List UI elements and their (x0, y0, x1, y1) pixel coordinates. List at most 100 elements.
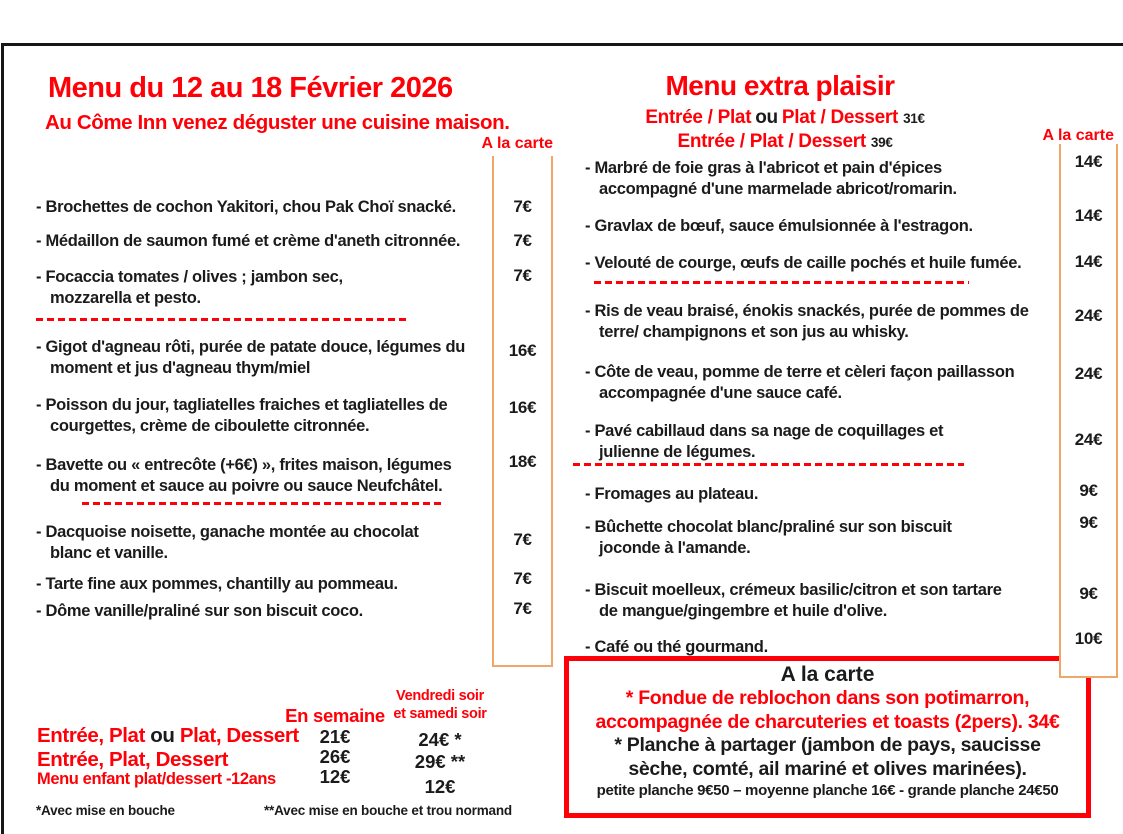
item-text: - Velouté de courge, œufs de caille poch… (585, 254, 1022, 272)
item-text: - Poisson du jour, tagliatelles fraiches… (36, 396, 448, 414)
weekend-column-header: Vendredi soir et samedi soir (380, 687, 500, 723)
item-price: 10€ (1074, 629, 1103, 648)
item-price: 16€ (508, 341, 537, 360)
formula-part: Entrée / Plat (645, 107, 752, 128)
formula-row-label: Menu enfant plat/dessert -12ans (37, 770, 276, 788)
item-text: accompagnée d'une sauce café. (599, 384, 842, 402)
formula-ou: ou (755, 107, 778, 128)
item-text: - Bûchette chocolat blanc/praliné sur so… (585, 518, 952, 536)
item-text: - Médaillon de saumon fumé et crème d'an… (36, 232, 461, 250)
menu-item: - Marbré de foie gras à l'abricot et pai… (585, 158, 957, 200)
price-week: 26€ (319, 746, 351, 767)
item-text: - Tarte fine aux pommes, chantilly au po… (36, 575, 398, 593)
item-text: de mangue/gingembre et huile d'olive. (599, 602, 888, 620)
menu-item: - Brochettes de cochon Yakitori, chou Pa… (36, 197, 456, 218)
price-weekend: 29€ ** (414, 751, 466, 772)
formula-line-2: Entrée / Plat / Dessert 39€ (585, 131, 985, 153)
price-week: 12€ (319, 766, 351, 787)
item-text: - Fromages au plateau. (585, 485, 759, 503)
menu-item: - Bavette ou « entrecôte (+6€) », frites… (36, 455, 452, 497)
item-text: - Ris de veau braisé, énokis snackés, pu… (585, 302, 1029, 320)
price-weekend: 12€ (424, 776, 456, 797)
item-text: - Focaccia tomates / olives ; jambon sec… (36, 268, 343, 286)
item-price: 16€ (508, 398, 537, 417)
menu-item: - Fromages au plateau. (585, 484, 758, 505)
formula-price: 39€ (870, 135, 893, 150)
item-price: 9€ (1079, 513, 1098, 532)
separator-dashed (594, 281, 969, 284)
item-text: joconde à l'amande. (599, 539, 751, 557)
label-part: Entrée, Plat (37, 724, 145, 747)
formula-part: Plat / Dessert (781, 107, 899, 128)
item-price: 7€ (513, 231, 532, 250)
menu-item: - Focaccia tomates / olives ; jambon sec… (36, 267, 343, 309)
item-price: 7€ (513, 266, 532, 285)
separator-dashed (82, 502, 445, 505)
fondue-line: accompagnée de charcuteries et toasts (2… (595, 710, 1060, 733)
week-column-header: En semaine (285, 705, 385, 726)
item-price: 7€ (513, 599, 532, 618)
right-menu-title: Menu extra plaisir (665, 70, 895, 101)
left-menu-subtitle: Au Côme Inn venez déguster une cuisine m… (45, 111, 510, 134)
menu-item: - Ris de veau braisé, énokis snackés, pu… (585, 301, 1029, 343)
item-text: - Côte de veau, pomme de terre et cèleri… (585, 363, 1015, 381)
menu-item: - Poisson du jour, tagliatelles fraiches… (36, 395, 448, 437)
item-price: 18€ (508, 452, 537, 471)
item-price: 14€ (1074, 252, 1103, 271)
item-text: courgettes, crème de ciboulette citronné… (50, 417, 370, 435)
left-menu-title: Menu du 12 au 18 Février 2026 (48, 72, 453, 104)
weekend-header-line2: et samedi soir (393, 706, 487, 722)
menu-item: - Côte de veau, pomme de terre et cèleri… (585, 362, 1015, 404)
item-text: moment et jus d'agneau thym/miel (50, 359, 311, 377)
item-price: 7€ (513, 197, 532, 216)
label-part: Plat, Dessert (179, 724, 299, 747)
a-la-carte-box: A la carte * Fondue de reblochon dans so… (564, 656, 1091, 818)
item-price: 14€ (1074, 206, 1103, 225)
right-price-column-box (1059, 144, 1118, 678)
menu-item: - Médaillon de saumon fumé et crème d'an… (36, 231, 460, 252)
menu-item: - Velouté de courge, œufs de caille poch… (585, 253, 1022, 274)
item-text: - Marbré de foie gras à l'abricot et pai… (585, 159, 942, 177)
right-a-la-carte-label: A la carte (1042, 127, 1114, 144)
menu-item: - Gigot d'agneau rôti, purée de patate d… (36, 337, 465, 379)
item-text: blanc et vanille. (50, 544, 168, 562)
item-text: terre/ champignons et son jus au whisky. (599, 323, 909, 341)
formula-part: Entrée / Plat / Dessert (677, 131, 866, 152)
left-price-column-box (492, 156, 553, 667)
item-price: 9€ (1079, 481, 1098, 500)
formula-line-1: Entrée / Plat ou Plat / Dessert 31€ (585, 107, 985, 129)
separator-dashed (573, 463, 964, 466)
formula-price: 31€ (903, 111, 925, 126)
item-text: - Café ou thé gourmand. (585, 638, 768, 656)
menu-item: - Bûchette chocolat blanc/praliné sur so… (585, 517, 952, 559)
formula-row-label: Entrée, Plat ou Plat, Dessert (37, 724, 299, 748)
item-price: 14€ (1074, 152, 1103, 171)
price-weekend: 24€ * (418, 729, 462, 750)
menu-item: - Dacquoise noisette, ganache montée au … (36, 522, 419, 564)
item-text: julienne de légumes. (599, 443, 756, 461)
item-price: 7€ (513, 530, 532, 549)
item-text: - Gravlax de bœuf, sauce émulsionnée à l… (585, 217, 973, 235)
footnote-mise-en-bouche: *Avec mise en bouche (36, 803, 175, 818)
page-border-left (1, 43, 4, 834)
left-a-la-carte-label: A la carte (481, 135, 553, 152)
menu-item: - Biscuit moelleux, crémeux basilic/citr… (585, 580, 1002, 622)
formula-row-label: Entrée, Plat, Dessert (37, 748, 228, 771)
page-border-top (1, 43, 1123, 46)
item-text: - Pavé cabillaud dans sa nage de coquill… (585, 422, 944, 440)
planche-sizes-line: petite planche 9€50 – moyenne planche 16… (596, 782, 1059, 799)
menu-item: - Tarte fine aux pommes, chantilly au po… (36, 574, 398, 595)
planche-line: sèche, comté, ail mariné et olives marin… (628, 757, 1027, 780)
item-text: - Brochettes de cochon Yakitori, chou Pa… (36, 198, 456, 216)
item-price: 24€ (1074, 364, 1103, 383)
price-week: 21€ (319, 726, 351, 747)
item-price: 7€ (513, 569, 532, 588)
item-text: - Dacquoise noisette, ganache montée au … (36, 523, 419, 541)
menu-item: - Pavé cabillaud dans sa nage de coquill… (585, 421, 944, 463)
item-text: - Bavette ou « entrecôte (+6€) », frites… (36, 456, 452, 474)
footnote-trou-normand: **Avec mise en bouche et trou normand (264, 803, 512, 818)
menu-item: - Café ou thé gourmand. (585, 637, 768, 658)
menu-item: - Dôme vanille/praliné sur son biscuit c… (36, 601, 363, 622)
item-price: 24€ (1074, 430, 1103, 449)
